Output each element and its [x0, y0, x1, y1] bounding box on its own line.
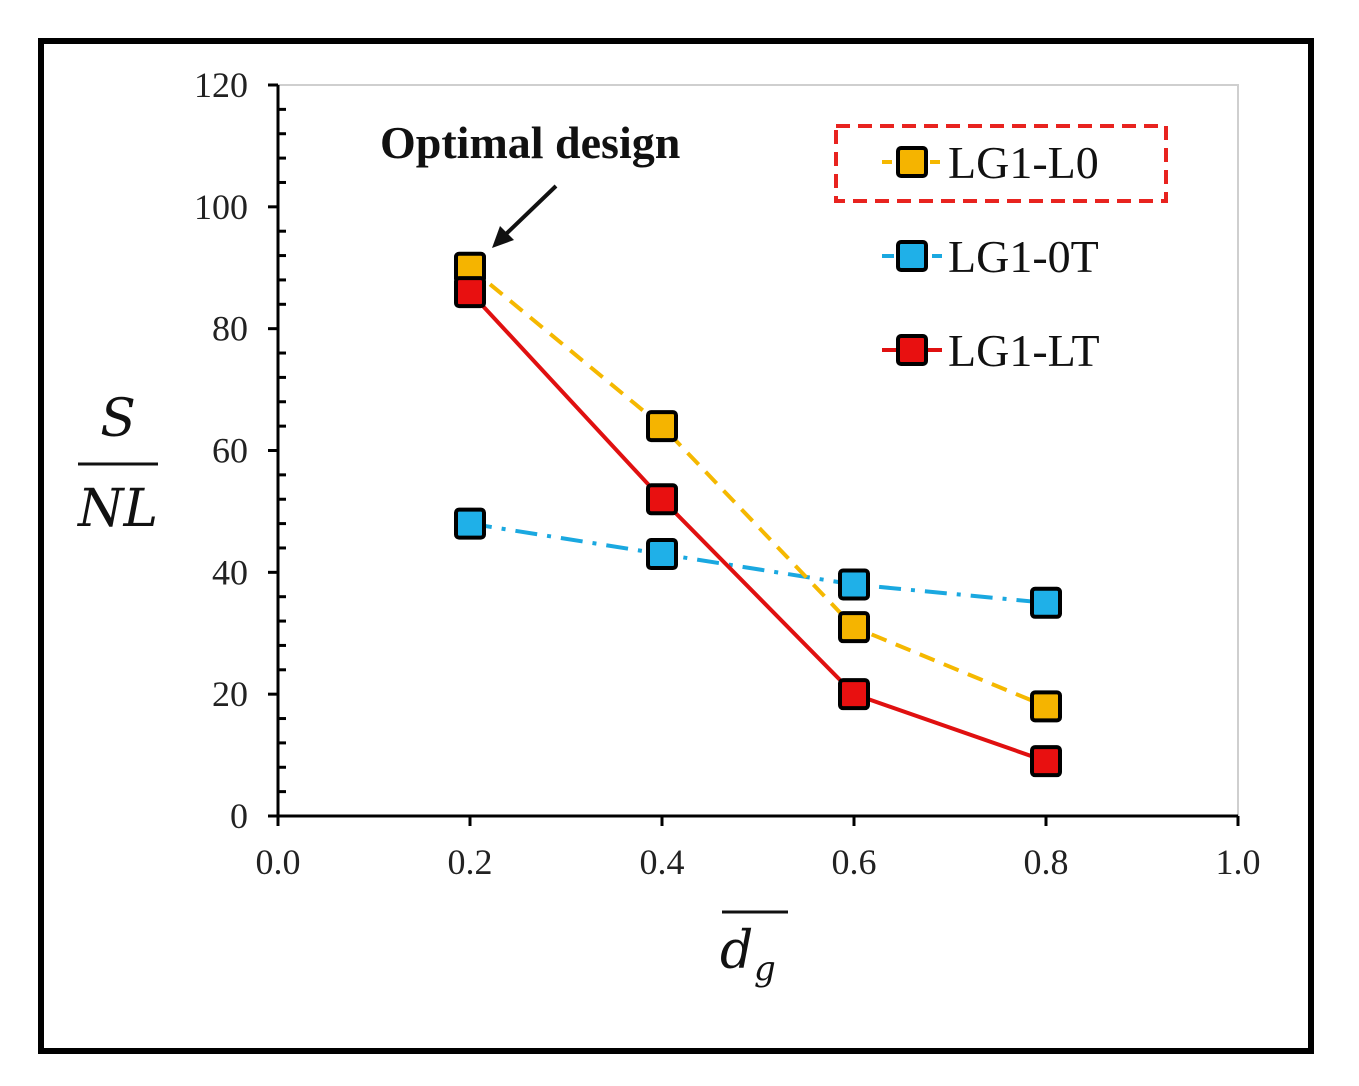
marker-lg1-lt [838, 678, 870, 711]
marker-lg1-0t [646, 538, 678, 571]
legend-label-lg1-l0: LG1-L0 [948, 137, 1099, 188]
plot-area [277, 84, 1239, 817]
marker-lg1-l0 [1030, 690, 1062, 723]
y-tick-label: 80 [212, 309, 248, 349]
marker-lg1-l0 [646, 410, 678, 443]
legend-marker-lg1-lt [896, 334, 928, 366]
x-tick-label: 0.0 [256, 842, 301, 882]
x-label-subscript: g [754, 949, 776, 989]
annotation-arrow-shaft [502, 184, 558, 238]
series-markers [454, 251, 1062, 778]
series-line-lg1-l0 [468, 266, 1047, 709]
x-tick-label: 1.0 [1216, 842, 1261, 882]
legend-label-lg1-0t: LG1-0T [948, 231, 1099, 282]
x-tick-label: 0.4 [640, 842, 685, 882]
x-axis-label: d g [720, 910, 788, 989]
y-tick-label: 20 [212, 674, 248, 714]
y-tick-label: 40 [212, 552, 248, 592]
marker-lg1-0t [1030, 586, 1062, 619]
y-tick-label: 60 [212, 431, 248, 471]
y-label-numerator: S [100, 389, 136, 449]
y-ticks: 0 20 40 60 80 100 120 [194, 65, 286, 836]
x-tick-label: 0.6 [832, 842, 877, 882]
legend: LG1-L0 LG1-0T LG1-LT [834, 124, 1168, 376]
series-line-lg1-0t [469, 521, 1047, 605]
series-line-lg1-lt [468, 290, 1047, 764]
y-axis-label: S NL [76, 389, 158, 539]
y-tick-label: 120 [194, 65, 248, 105]
legend-marker-lg1-l0 [896, 146, 928, 178]
legend-label-lg1-lt: LG1-LT [948, 325, 1100, 376]
marker-lg1-lt [646, 483, 678, 516]
x-ticks: 0.0 0.2 0.4 0.6 0.8 1.0 [256, 816, 1261, 882]
y-tick-label: 0 [230, 796, 248, 836]
y-label-denominator: NL [76, 479, 158, 539]
marker-lg1-l0 [838, 611, 870, 644]
annotation-text: Optimal design [380, 117, 680, 168]
optimal-design-annotation: Optimal design [380, 117, 680, 248]
legend-marker-lg1-0t [896, 240, 928, 272]
annotation-arrowhead [492, 226, 514, 248]
x-tick-label: 0.8 [1024, 842, 1069, 882]
marker-lg1-0t [838, 568, 870, 601]
marker-lg1-lt [1030, 745, 1062, 778]
y-tick-label: 100 [194, 187, 248, 227]
marker-lg1-lt [454, 276, 486, 309]
series-lines [468, 266, 1047, 764]
legend-highlight-box [834, 124, 1168, 203]
marker-lg1-0t [454, 507, 486, 540]
x-label-main: d [720, 921, 753, 981]
x-tick-label: 0.2 [448, 842, 493, 882]
